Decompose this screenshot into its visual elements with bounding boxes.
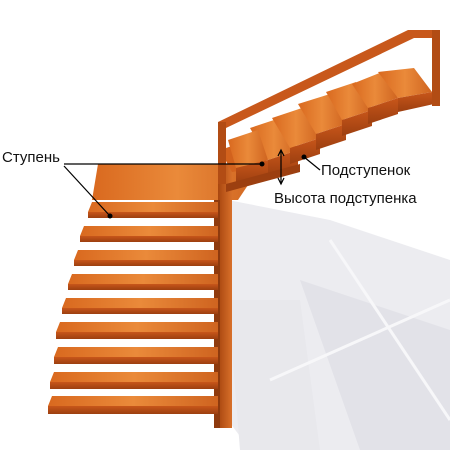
pointer-dots [107, 154, 307, 219]
tread-4 [68, 274, 218, 290]
floor-shadow [228, 200, 450, 450]
step-pointer-line-2 [63, 165, 111, 217]
lower-flight [48, 202, 218, 414]
tread-3 [74, 250, 218, 266]
tread-6 [56, 322, 218, 339]
tread-2 [80, 226, 218, 242]
step-dot [259, 161, 265, 167]
pointer-lines [63, 148, 321, 217]
tread-7 [54, 347, 218, 364]
tread-1 [88, 202, 218, 218]
tread-5 [62, 298, 218, 314]
riser-pointer-line [303, 156, 321, 171]
riser-dot [301, 154, 307, 160]
tread-8 [50, 372, 218, 389]
tread-9 [48, 396, 218, 414]
upper-flight [220, 68, 434, 192]
step-label: Ступень [2, 149, 60, 166]
riser-height-label: Высота подступенка [274, 190, 417, 207]
riser-label: Подступенок [321, 162, 411, 179]
step-dot-2 [107, 213, 113, 219]
handrail [218, 30, 440, 184]
